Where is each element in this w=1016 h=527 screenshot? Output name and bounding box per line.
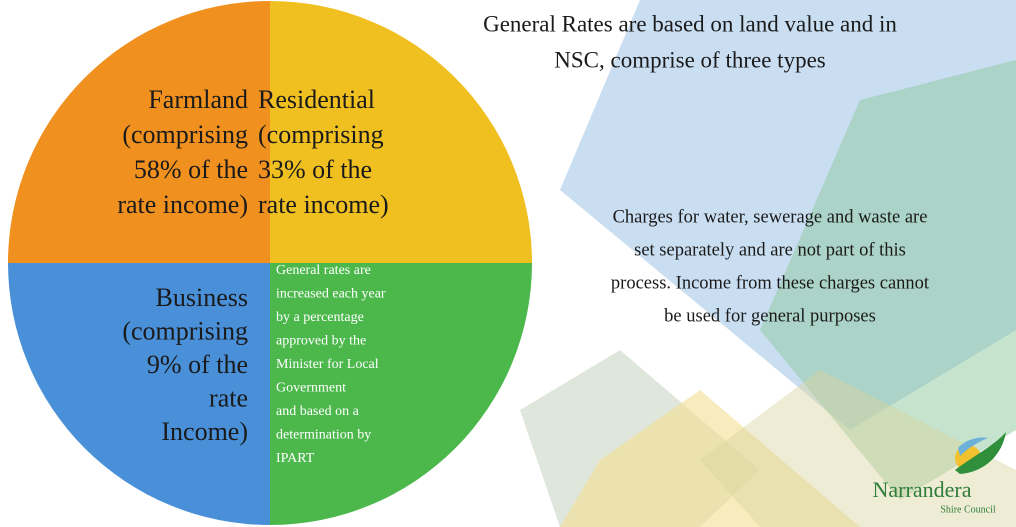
residential-line: 33% of the bbox=[258, 155, 372, 184]
farmland-quadrant bbox=[8, 1, 270, 263]
note-line: General rates are bbox=[276, 263, 371, 278]
business-line: (comprising bbox=[122, 316, 248, 345]
note-quadrant bbox=[270, 263, 532, 525]
note-line: approved by the bbox=[276, 334, 366, 349]
background-shapes bbox=[520, 0, 1016, 527]
logo-name: Narrandera bbox=[873, 477, 972, 502]
residential-line: Residential bbox=[258, 85, 375, 114]
farmland-line: 58% of the bbox=[134, 155, 248, 184]
business-line: Income) bbox=[161, 417, 248, 446]
yellow-diamond bbox=[560, 390, 860, 527]
note-line: increased each year bbox=[276, 287, 386, 302]
charges-line: be used for general purposes bbox=[664, 306, 876, 326]
logo-wave bbox=[958, 437, 988, 456]
note-line: IPART bbox=[276, 451, 315, 466]
logo-leaf bbox=[955, 432, 1006, 474]
green-diamond bbox=[760, 60, 1016, 500]
logo-subtitle: Shire Council bbox=[940, 504, 995, 515]
charges-line: set separately and are not part of this bbox=[634, 240, 906, 260]
residential-quadrant bbox=[270, 1, 532, 263]
note-line: and based on a bbox=[276, 404, 360, 419]
title-line: NSC, comprise of three types bbox=[554, 47, 826, 72]
business-quadrant bbox=[8, 263, 270, 525]
note-line: by a percentage bbox=[276, 310, 364, 325]
note-line: Government bbox=[276, 381, 346, 396]
note-line: determination by bbox=[276, 428, 371, 443]
charges-line: Charges for water, sewerage and waste ar… bbox=[613, 207, 928, 227]
olive-diamond bbox=[700, 370, 1016, 527]
note-line: Minister for Local bbox=[276, 357, 379, 372]
residential-line: rate income) bbox=[258, 190, 389, 219]
business-line: rate bbox=[209, 383, 248, 412]
charges-line: process. Income from these charges canno… bbox=[611, 273, 930, 293]
title-line: General Rates are based on land value an… bbox=[483, 11, 897, 36]
farmland-line: Farmland bbox=[148, 85, 248, 114]
farmland-line: (comprising bbox=[122, 120, 248, 149]
logo: Narrandera Shire Council bbox=[873, 432, 1006, 515]
farmland-line: rate income) bbox=[117, 190, 248, 219]
business-line: 9% of the bbox=[147, 350, 248, 379]
texts: General Rates are based on land value an… bbox=[117, 11, 930, 466]
pie bbox=[8, 1, 532, 525]
residential-line: (comprising bbox=[258, 120, 384, 149]
business-line: Business bbox=[156, 283, 248, 312]
